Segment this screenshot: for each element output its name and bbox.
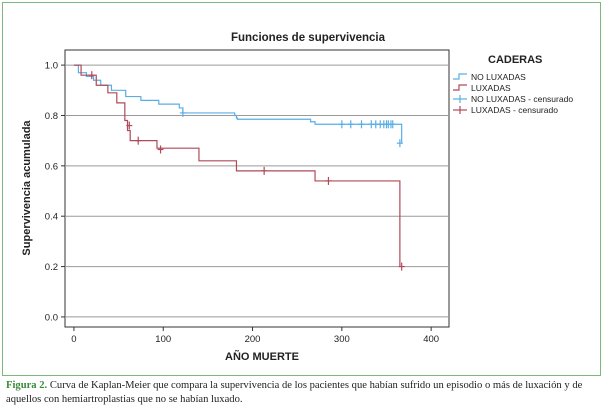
- legend-entry-3: NO LUXADAS - censurado: [471, 94, 573, 104]
- y-tick-label: 0.8: [45, 111, 58, 122]
- y-tick-label: 0.2: [45, 262, 58, 273]
- x-axis-label: AÑO MUERTE: [225, 350, 299, 363]
- legend-entry-4: LUXADAS - censurado: [471, 105, 558, 115]
- legend-title: CADERAS: [488, 54, 542, 66]
- y-tick-label: 1.0: [45, 61, 58, 72]
- series-line-1: [73, 64, 403, 144]
- x-tick-label: 300: [334, 334, 350, 345]
- y-tick-label: 0.6: [45, 161, 58, 172]
- x-tick-label: 200: [245, 334, 261, 345]
- x-tick-label: 100: [155, 334, 171, 345]
- y-tick-label: 0.0: [45, 312, 58, 323]
- legend-swatch-line: [453, 73, 467, 80]
- caption-label: Figura 2.: [6, 380, 48, 391]
- plot-area: [64, 49, 450, 328]
- legend-entry-2: LUXADAS: [471, 83, 511, 93]
- caption-text: Curva de Kaplan-Meier que compara la sup…: [6, 380, 583, 405]
- series-line-2: [73, 64, 401, 267]
- km-chart: Funciones de supervivencia Supervivencia…: [21, 32, 573, 363]
- figure-frame: Funciones de supervivencia Supervivencia…: [2, 2, 601, 376]
- y-tick-label: 0.4: [45, 212, 58, 223]
- legend-swatch-line: [453, 84, 467, 91]
- y-axis-label: Supervivencia acumulada: [21, 120, 33, 256]
- x-tick-label: 400: [423, 334, 439, 345]
- x-tick-label: 0: [71, 334, 76, 345]
- figure-caption: Figura 2. Curva de Kaplan-Meier que comp…: [6, 379, 601, 407]
- chart-title: Funciones de supervivencia: [231, 32, 386, 44]
- legend-entry-1: NO LUXADAS: [471, 72, 526, 82]
